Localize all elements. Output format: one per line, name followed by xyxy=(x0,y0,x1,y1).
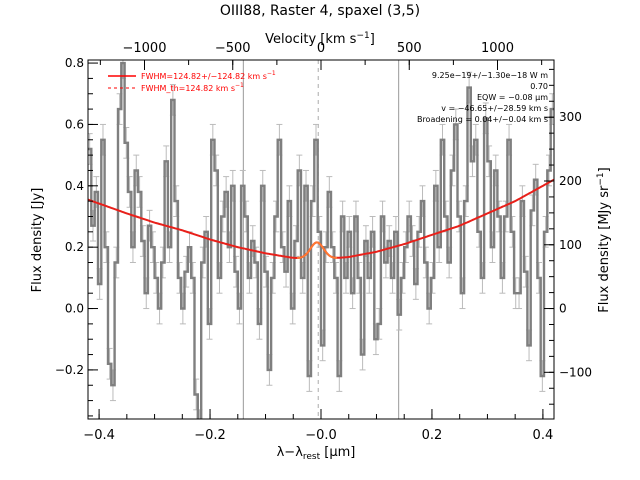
right-tick-label: 100 xyxy=(559,238,582,252)
annotation-velocity: v = −46.65+/−28.59 km s xyxy=(441,104,548,113)
annotation-ratio: 0.70 xyxy=(530,82,548,91)
line-component-fit xyxy=(297,241,338,259)
legend: FWHM=124.82+/−124.82 km s−1 FWHM_th=124.… xyxy=(108,70,276,93)
x-tick-label: −0.0 xyxy=(305,428,337,443)
annotation-broadening: Broadening = 0.04+/−0.04 km s xyxy=(417,115,548,124)
top-tick-label: 0 xyxy=(317,41,325,56)
right-tick-label: 0 xyxy=(559,302,567,316)
right-tick-label: 300 xyxy=(559,110,582,124)
fit-annotations: 9.25e−19+/−1.30e−18 W m 0.70 EQW = −0.08… xyxy=(417,71,548,124)
x-tick-label: 0.2 xyxy=(422,428,443,443)
annotation-eqw: EQW = −0.08 μm xyxy=(477,93,548,102)
top-axis-label: Velocity [km s−1] xyxy=(265,31,375,47)
top-tick-label: −1000 xyxy=(122,41,166,56)
x-tick-label: 0.4 xyxy=(533,428,554,443)
x-axis-label: λ−λrest [μm] xyxy=(277,445,356,462)
y-tick-label: 0.0 xyxy=(65,302,84,316)
x-tick-label: −0.2 xyxy=(194,428,226,443)
x-tick-label: −0.4 xyxy=(83,428,115,443)
annotation-flux: 9.25e−19+/−1.30e−18 W m xyxy=(432,71,548,80)
y-tick-label: 0.4 xyxy=(65,179,84,193)
right-tick-label: −100 xyxy=(559,365,592,379)
right-tick-label: 200 xyxy=(559,174,582,188)
legend-label-fwhm: FWHM=124.82+/−124.82 km s−1 xyxy=(141,70,276,81)
top-tick-label: −500 xyxy=(215,41,251,56)
y-tick-label: 0.6 xyxy=(65,117,84,131)
top-tick-label: 1000 xyxy=(481,41,514,56)
top-tick-label: 500 xyxy=(397,41,422,56)
y-tick-label: −0.2 xyxy=(55,363,84,377)
right-axis: −100 0 100 200 300 xyxy=(544,68,592,405)
y-tick-label: 0.8 xyxy=(65,56,84,70)
right-axis-label: Flux density [MJy sr−1] xyxy=(596,167,612,312)
legend-label-fwhm-th: FWHM_th=124.82 km s−1 xyxy=(141,82,244,93)
data-spectrum xyxy=(88,61,554,419)
chart-title: OIII88, Raster 4, spaxel (3,5) xyxy=(220,3,420,19)
top-axis: −1000 −500 0 500 1000 xyxy=(99,41,543,70)
y-tick-label: 0.2 xyxy=(65,240,84,254)
left-axis: −0.2 0.0 0.2 0.4 0.6 0.8 xyxy=(55,56,98,417)
y-axis-label: Flux density [Jy] xyxy=(30,188,45,293)
bottom-axis: −0.4 −0.2 −0.0 0.2 0.4 xyxy=(83,409,553,443)
